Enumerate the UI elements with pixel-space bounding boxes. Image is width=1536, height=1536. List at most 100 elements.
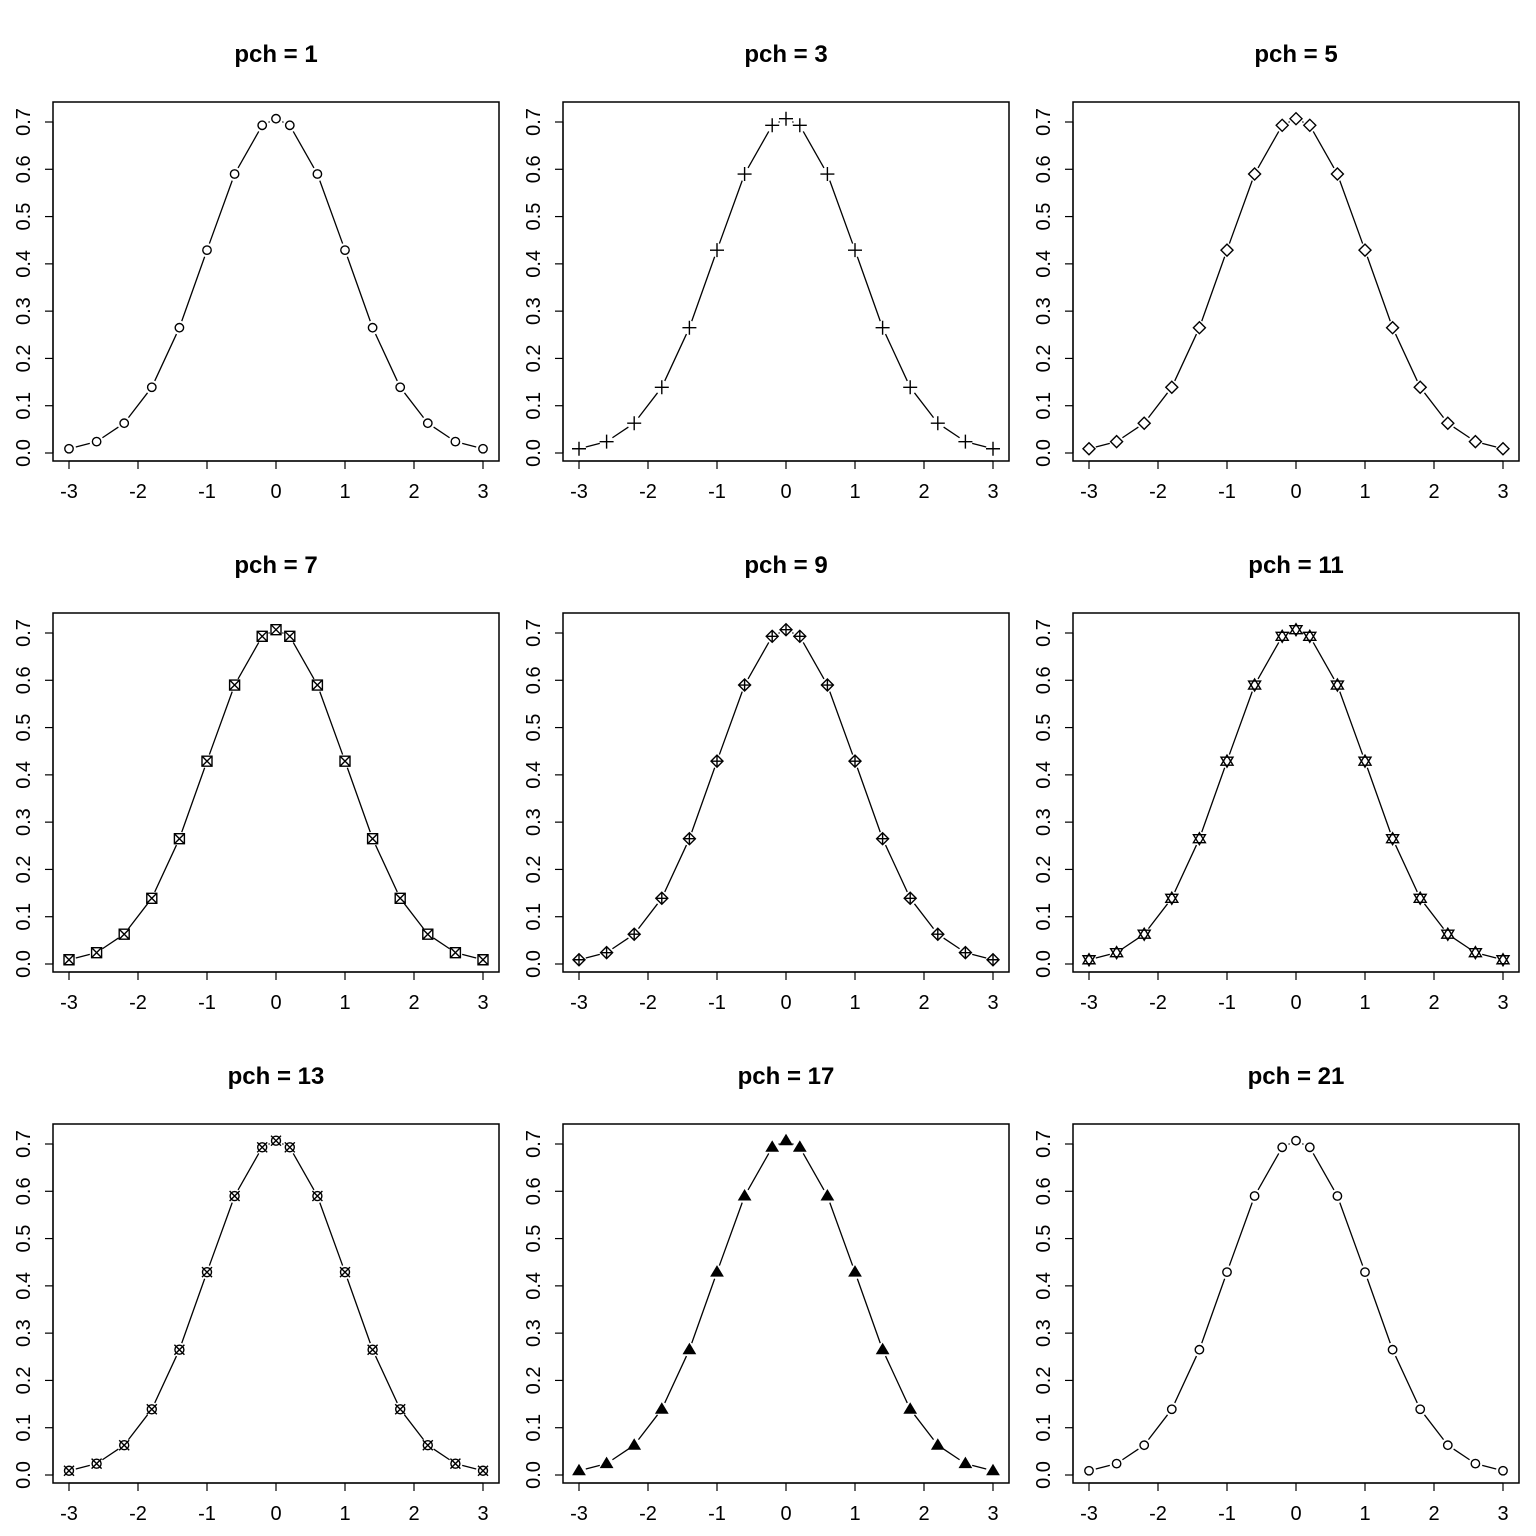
data-point: [146, 382, 157, 393]
data-point: [682, 831, 697, 846]
series-line-segment: [1423, 1414, 1445, 1441]
data-point: [1139, 1440, 1150, 1451]
series-line-segment: [829, 180, 854, 244]
y-tick-label: 0.2: [1033, 856, 1055, 884]
y-tick-label: 0.1: [523, 392, 545, 420]
series-line-segment: [792, 632, 794, 634]
series-line-segment: [1482, 953, 1497, 959]
series-line-segment: [943, 426, 960, 439]
x-tick-label: 0: [1290, 481, 1301, 503]
series-line-segment: [208, 180, 233, 244]
y-tick-label: 0.3: [523, 297, 545, 325]
x-tick-label: 1: [339, 992, 350, 1014]
series-line-segment: [75, 442, 90, 448]
data-point: [1081, 952, 1097, 968]
series-line-segment: [154, 1355, 178, 1404]
series-line: [1095, 632, 1497, 959]
series-line-segment: [237, 131, 260, 169]
data-point: [228, 679, 241, 691]
series-line-segment: [691, 1278, 716, 1344]
series-line-segment: [718, 691, 743, 755]
data-point: [1136, 926, 1152, 942]
data-point: [119, 418, 130, 429]
x-tick-label: 0: [1290, 992, 1301, 1014]
data-point: [63, 954, 75, 966]
x-tick-label: 0: [270, 481, 281, 503]
data-point: [1164, 380, 1179, 395]
y-tick-label: 0.2: [523, 856, 545, 884]
data-point: [271, 113, 281, 124]
x-tick-label: 1: [339, 1503, 350, 1525]
x-tick-label: 1: [1359, 481, 1370, 503]
series-line-segment: [1302, 632, 1304, 634]
data-point: [1304, 1142, 1315, 1153]
data-point: [1219, 753, 1235, 769]
series-line-segment: [972, 442, 987, 448]
x-tick-label: -1: [198, 992, 216, 1014]
series-line-segment: [237, 642, 260, 680]
x-tick-label: 2: [918, 1503, 929, 1525]
series-line-segment: [1312, 131, 1335, 169]
data-point: [63, 1465, 75, 1477]
data-point: [572, 1463, 586, 1476]
y-tick-label: 0.0: [1033, 1461, 1055, 1489]
data-point: [1109, 945, 1124, 961]
plot-frame: [52, 101, 500, 462]
series-line-segment: [778, 632, 780, 634]
series-line-segment: [747, 1153, 770, 1191]
series-line-segment: [691, 767, 716, 833]
chart-panel: pch = 9 -3 -2 -1 0 1 2 3 0.0 0.1 0.2 0.3 0.4 0.5 0.6 0.…: [523, 552, 1010, 1014]
series-line: [75, 1143, 477, 1470]
y-tick-label: 0.0: [523, 1461, 545, 1489]
chart-title: pch = 11: [1248, 552, 1343, 579]
y-tick-label: 0.7: [1033, 1130, 1055, 1158]
data-point: [1275, 118, 1290, 133]
series-line-segment: [282, 632, 284, 634]
x-tick-label: -3: [570, 1503, 588, 1525]
y-tick-label: 0.4: [523, 761, 545, 789]
data-point: [1440, 926, 1456, 942]
data-point: [1498, 1465, 1508, 1476]
y-tick-label: 0.7: [523, 619, 545, 647]
data-point: [395, 382, 406, 393]
y-tick-label: 0.5: [13, 203, 35, 231]
y-tick-label: 0.5: [13, 714, 35, 742]
series-line-segment: [1482, 442, 1497, 448]
series-line-segment: [1312, 642, 1335, 680]
data-point: [627, 1438, 642, 1450]
series-line-segment: [462, 442, 477, 448]
series-line-segment: [691, 256, 716, 322]
x-tick-label: 0: [780, 481, 791, 503]
data-point: [1291, 1135, 1301, 1146]
series-line: [585, 1143, 987, 1470]
x-tick-label: -1: [198, 1503, 216, 1525]
series-line-segment: [282, 121, 284, 123]
data-point: [229, 169, 240, 179]
y-tick-label: 0.2: [523, 345, 545, 373]
data-point: [201, 1266, 213, 1278]
series-line-segment: [268, 632, 270, 634]
plot-frame: [52, 612, 500, 973]
series-line-segment: [374, 1355, 398, 1404]
y-tick-label: 0.3: [1033, 808, 1055, 836]
series-line-segment: [856, 256, 881, 322]
series-line-segment: [1257, 131, 1280, 169]
data-point: [1164, 890, 1180, 906]
data-point: [1249, 1191, 1260, 1201]
series-line-segment: [154, 333, 178, 382]
x-tick-label: 3: [477, 1503, 488, 1525]
y-tick-label: 0.6: [13, 666, 35, 694]
data-point: [986, 1463, 1000, 1476]
data-point: [779, 622, 793, 637]
data-point: [599, 434, 614, 449]
data-point: [875, 320, 890, 335]
data-point: [1137, 416, 1152, 431]
series-line-segment: [102, 426, 119, 439]
series-line-segment: [268, 121, 270, 123]
y-tick-label: 0.4: [1033, 1272, 1055, 1300]
series-line-segment: [127, 1414, 149, 1441]
x-tick-label: -1: [198, 481, 216, 503]
data-point: [1222, 1267, 1232, 1278]
data-point: [820, 1189, 835, 1201]
data-point: [779, 111, 793, 126]
